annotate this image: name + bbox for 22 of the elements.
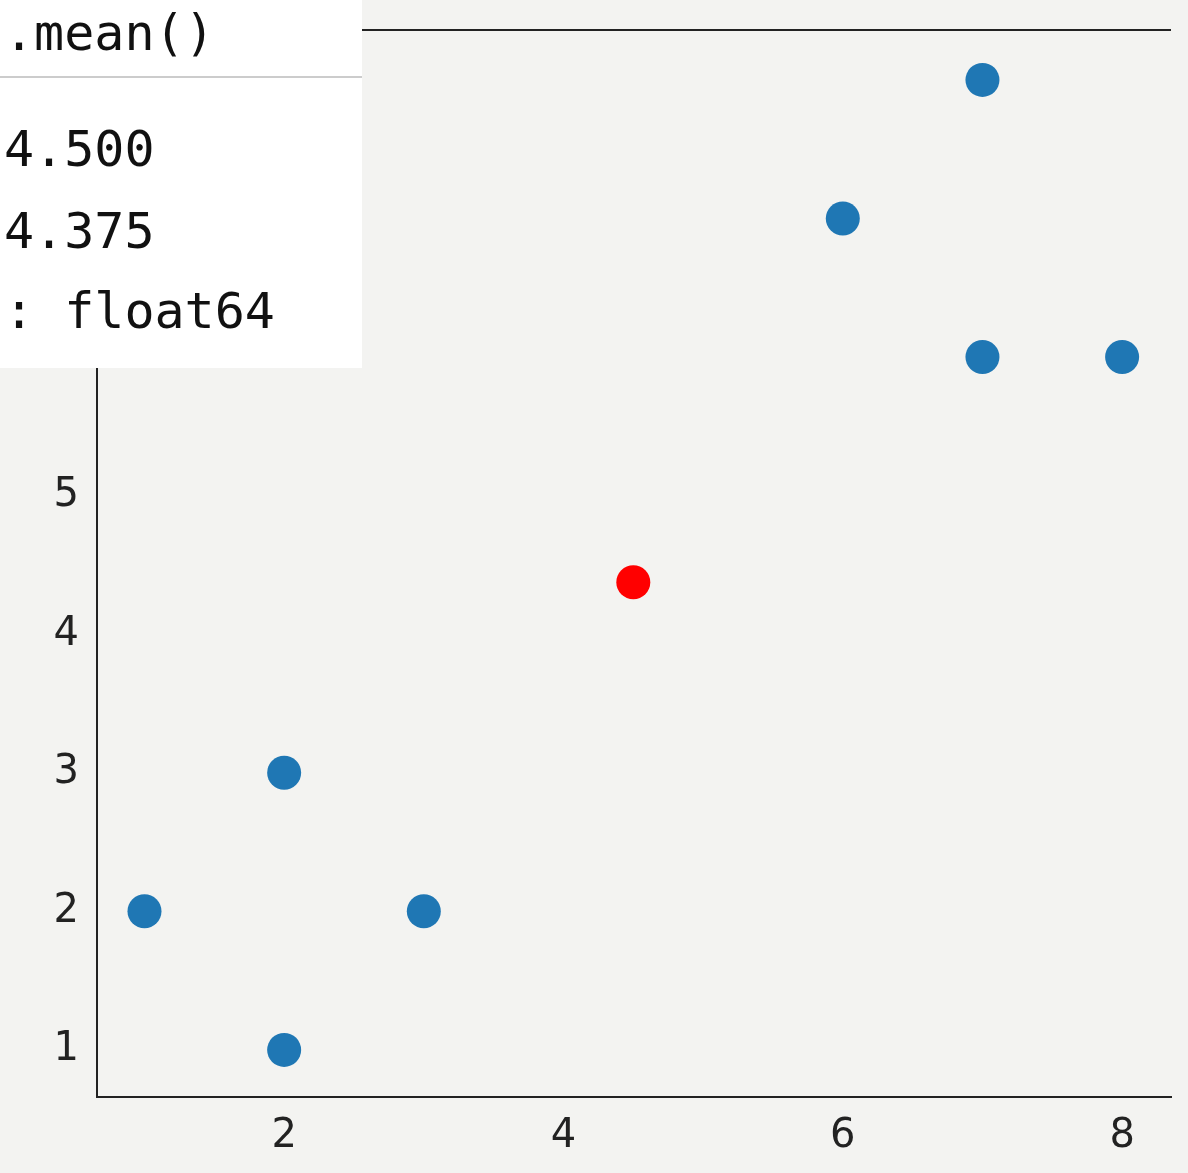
- annotation: 4.375: [4, 202, 155, 260]
- x-tick-label: 2: [271, 1110, 297, 1157]
- y-tick-label: 2: [53, 884, 79, 931]
- y-tick-label: 1: [53, 1023, 79, 1070]
- annotation: : float64: [4, 282, 275, 340]
- annotation: .mean(): [4, 4, 215, 62]
- y-tick-label: 3: [53, 746, 79, 793]
- x-tick-label: 8: [1109, 1110, 1135, 1157]
- point: [1105, 340, 1140, 375]
- point: [406, 894, 441, 929]
- point: [616, 565, 651, 600]
- x-tick-label: 6: [830, 1110, 856, 1157]
- point: [127, 894, 162, 929]
- point: [965, 340, 1000, 375]
- point: [267, 755, 302, 790]
- point: [825, 201, 860, 236]
- point: [965, 62, 1000, 97]
- x-tick-label: 4: [550, 1110, 577, 1157]
- y-tick-label: 4: [53, 607, 79, 654]
- y-tick-label: 5: [53, 468, 79, 515]
- point: [267, 1032, 302, 1067]
- annotation: 4.500: [4, 120, 155, 178]
